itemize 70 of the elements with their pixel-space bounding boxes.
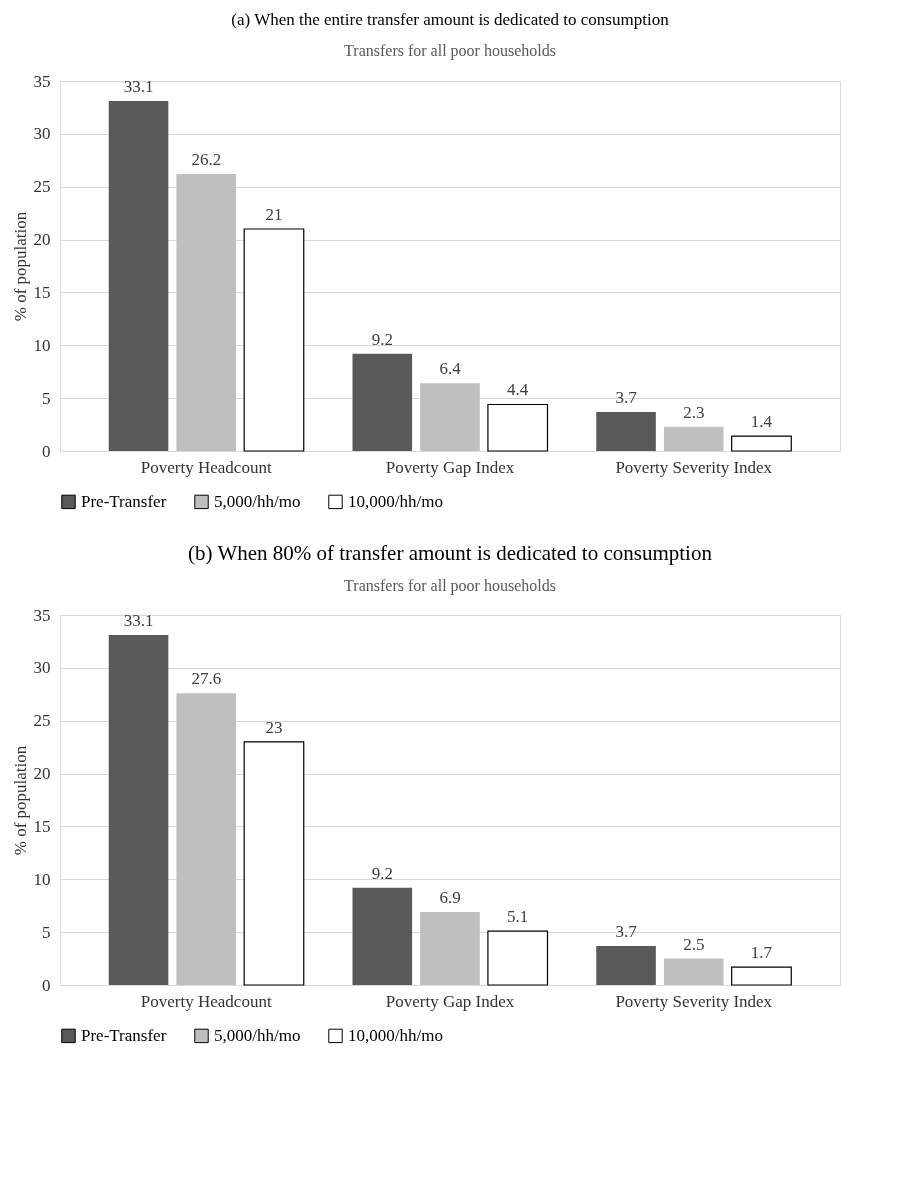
bar bbox=[420, 912, 480, 985]
data-label: 1.4 bbox=[750, 412, 773, 432]
y-tick-label: 15 bbox=[33, 816, 51, 836]
y-tick-label: 15 bbox=[33, 282, 51, 302]
y-tick-label: 30 bbox=[33, 658, 51, 678]
bar bbox=[352, 887, 413, 985]
bar bbox=[596, 411, 656, 451]
y-tick-label: 20 bbox=[33, 764, 51, 784]
data-label: 33.1 bbox=[123, 611, 154, 631]
data-label: 3.7 bbox=[615, 387, 638, 407]
x-tick-label: Poverty Headcount bbox=[140, 991, 272, 1011]
legend-label: Pre-Transfer bbox=[81, 1025, 167, 1045]
chart-subtitle: Transfers for all poor households bbox=[344, 577, 556, 595]
data-label: 4.4 bbox=[507, 380, 529, 400]
legend-label: 5,000/hh/mo bbox=[214, 1025, 301, 1045]
y-tick-label: 0 bbox=[42, 441, 51, 461]
x-tick-label: Poverty Headcount bbox=[140, 457, 272, 477]
data-label: 6.4 bbox=[439, 359, 462, 379]
x-tick-label: Poverty Severity Index bbox=[615, 991, 773, 1011]
y-tick-label: 25 bbox=[33, 711, 51, 731]
data-label: 2.5 bbox=[683, 934, 705, 954]
legend-label: 5,000/hh/mo bbox=[214, 491, 301, 511]
bar bbox=[420, 383, 480, 451]
y-axis-title: % of population bbox=[10, 211, 30, 322]
bar bbox=[243, 741, 305, 986]
bar bbox=[596, 945, 656, 985]
data-label: 21 bbox=[265, 205, 283, 224]
data-label: 33.1 bbox=[123, 77, 154, 97]
data-label: 9.2 bbox=[371, 329, 393, 349]
data-label: 2.3 bbox=[683, 402, 705, 422]
chart-title: (a) When the entire transfer amount is dedicated to consumption bbox=[231, 10, 670, 29]
legend-label: Pre-Transfer bbox=[81, 491, 167, 511]
data-label: 1.7 bbox=[750, 943, 773, 963]
data-label: 5.1 bbox=[507, 907, 529, 927]
data-label: 23 bbox=[265, 717, 283, 737]
data-label: 26.2 bbox=[191, 150, 222, 170]
y-tick-label: 10 bbox=[33, 335, 51, 355]
bar bbox=[176, 693, 237, 985]
x-tick-label: Poverty Severity Index bbox=[615, 457, 773, 477]
chart-subtitle: Transfers for all poor households bbox=[344, 42, 556, 60]
bar bbox=[663, 426, 724, 451]
y-tick-label: 20 bbox=[33, 230, 51, 250]
bar bbox=[108, 635, 169, 985]
y-axis-title: % of population bbox=[10, 745, 30, 856]
bar bbox=[487, 930, 549, 986]
bar bbox=[487, 403, 549, 452]
legend-label: 10,000/hh/mo bbox=[348, 491, 443, 511]
bar bbox=[243, 228, 305, 452]
y-tick-label: 10 bbox=[33, 869, 51, 889]
legend-label: 10,000/hh/mo bbox=[348, 1025, 443, 1045]
bar bbox=[108, 101, 169, 451]
data-label: 9.2 bbox=[371, 863, 393, 883]
bar bbox=[731, 966, 792, 986]
bar bbox=[731, 435, 792, 452]
y-tick-label: 5 bbox=[42, 388, 51, 408]
x-tick-label: Poverty Gap Index bbox=[385, 991, 515, 1011]
data-label: 3.7 bbox=[615, 921, 638, 941]
x-tick-label: Poverty Gap Index bbox=[385, 457, 515, 477]
bar bbox=[663, 958, 724, 985]
y-tick-label: 25 bbox=[33, 177, 51, 197]
y-tick-label: 0 bbox=[42, 975, 51, 995]
data-label: 6.9 bbox=[439, 888, 461, 908]
data-label: 27.6 bbox=[191, 669, 222, 689]
chart-title: (b) When 80% of transfer amount is dedicated to consumption bbox=[188, 541, 713, 565]
y-tick-label: 5 bbox=[42, 922, 51, 942]
y-tick-label: 35 bbox=[33, 71, 51, 91]
bar bbox=[352, 353, 413, 451]
y-tick-label: 30 bbox=[33, 124, 51, 144]
bar bbox=[176, 174, 237, 451]
y-tick-label: 35 bbox=[33, 605, 51, 625]
